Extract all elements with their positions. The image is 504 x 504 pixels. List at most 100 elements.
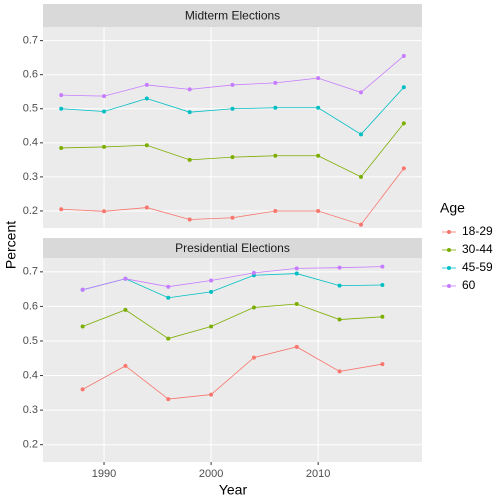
data-point <box>230 215 235 220</box>
data-point <box>80 287 85 292</box>
data-point <box>187 157 192 162</box>
data-point <box>144 205 149 210</box>
data-point <box>294 271 299 276</box>
panel <box>43 258 422 462</box>
data-point <box>102 109 107 114</box>
y-tick-label: 0.5 <box>23 335 38 347</box>
data-point <box>251 305 256 310</box>
data-point <box>166 284 171 289</box>
y-tick-label: 0.6 <box>23 300 38 312</box>
legend-title: Age <box>440 200 465 216</box>
data-point <box>294 301 299 306</box>
data-point <box>316 105 321 110</box>
facet-title: Presidential Elections <box>175 241 290 255</box>
data-point <box>209 289 214 294</box>
data-point <box>166 336 171 341</box>
panel <box>43 27 422 228</box>
data-point <box>273 105 278 110</box>
data-point <box>80 324 85 329</box>
data-point <box>166 295 171 300</box>
data-point <box>123 307 128 312</box>
data-point <box>337 317 342 322</box>
legend-key <box>447 284 451 288</box>
data-point <box>251 270 256 275</box>
data-point <box>380 264 385 269</box>
y-tick-label: 0.3 <box>23 171 38 183</box>
y-tick-label: 0.4 <box>23 137 38 149</box>
data-point <box>380 314 385 319</box>
data-point <box>59 93 64 98</box>
y-tick-label: 0.2 <box>23 439 38 451</box>
data-point <box>230 82 235 87</box>
data-point <box>316 76 321 81</box>
data-point <box>337 283 342 288</box>
data-point <box>187 217 192 222</box>
data-point <box>209 392 214 397</box>
data-point <box>144 143 149 148</box>
data-point <box>358 222 363 227</box>
data-point <box>187 87 192 92</box>
strip <box>43 238 422 258</box>
legend-key <box>447 248 451 252</box>
data-point <box>380 362 385 367</box>
y-tick-label: 0.6 <box>23 69 38 81</box>
legend-label: 60 <box>462 278 476 292</box>
y-tick-label: 0.5 <box>23 103 38 115</box>
data-point <box>230 106 235 111</box>
series-line <box>82 346 383 400</box>
data-point <box>273 80 278 85</box>
strip <box>43 4 422 27</box>
legend-key <box>447 230 451 234</box>
data-point <box>401 166 406 171</box>
data-point <box>337 265 342 270</box>
data-point <box>401 85 406 90</box>
y-axis-label: Percent <box>3 221 19 269</box>
y-tick-label: 0.3 <box>23 404 38 416</box>
data-point <box>273 208 278 213</box>
legend-label: 30-44 <box>462 242 493 256</box>
data-point <box>123 276 128 281</box>
y-tick-label: 0.7 <box>23 266 38 278</box>
series-line <box>82 266 383 291</box>
y-tick-label: 0.2 <box>23 205 38 217</box>
data-point <box>209 278 214 283</box>
data-point <box>80 387 85 392</box>
data-point <box>59 145 64 150</box>
y-tick-label: 0.7 <box>23 35 38 47</box>
data-point <box>144 96 149 101</box>
data-point <box>144 82 149 87</box>
data-point <box>294 344 299 349</box>
data-point <box>337 369 342 374</box>
data-point <box>187 110 192 115</box>
data-point <box>102 144 107 149</box>
data-point <box>358 174 363 179</box>
data-point <box>123 363 128 368</box>
data-point <box>251 355 256 360</box>
data-point <box>294 266 299 271</box>
data-point <box>166 397 171 402</box>
data-point <box>380 282 385 287</box>
data-point <box>273 153 278 158</box>
data-point <box>59 106 64 111</box>
legend-key <box>447 266 451 270</box>
series-line <box>82 303 383 339</box>
data-point <box>316 153 321 158</box>
x-axis-label: Year <box>219 482 248 498</box>
x-tick-label: 2010 <box>306 468 330 480</box>
series-line <box>82 273 383 299</box>
data-point <box>230 155 235 160</box>
data-point <box>102 94 107 99</box>
legend-label: 45-59 <box>462 260 493 274</box>
data-point <box>358 132 363 137</box>
data-point <box>316 208 321 213</box>
data-point <box>401 121 406 126</box>
x-tick-label: 1990 <box>92 468 116 480</box>
facet-title: Midterm Elections <box>185 9 280 23</box>
data-point <box>358 90 363 95</box>
data-point <box>59 207 64 212</box>
data-point <box>102 209 107 214</box>
data-point <box>209 324 214 329</box>
data-point <box>401 53 406 58</box>
y-tick-label: 0.4 <box>23 369 38 381</box>
